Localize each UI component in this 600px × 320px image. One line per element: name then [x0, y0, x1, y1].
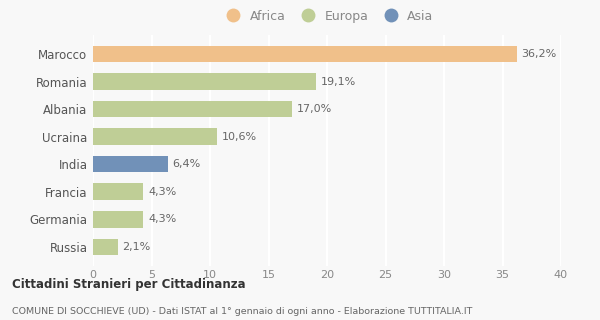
Bar	[93, 73, 316, 90]
Text: 4,3%: 4,3%	[148, 187, 176, 197]
Bar	[93, 101, 292, 117]
Bar	[93, 46, 517, 62]
Text: 19,1%: 19,1%	[321, 76, 356, 86]
Bar	[93, 239, 118, 255]
Text: COMUNE DI SOCCHIEVE (UD) - Dati ISTAT al 1° gennaio di ogni anno - Elaborazione : COMUNE DI SOCCHIEVE (UD) - Dati ISTAT al…	[12, 307, 472, 316]
Text: 17,0%: 17,0%	[296, 104, 332, 114]
Bar	[93, 183, 143, 200]
Bar	[93, 156, 168, 172]
Text: 6,4%: 6,4%	[173, 159, 201, 169]
Text: 4,3%: 4,3%	[148, 214, 176, 224]
Text: Cittadini Stranieri per Cittadinanza: Cittadini Stranieri per Cittadinanza	[12, 278, 245, 291]
Bar	[93, 128, 217, 145]
Bar	[93, 211, 143, 228]
Text: 2,1%: 2,1%	[122, 242, 151, 252]
Text: 36,2%: 36,2%	[521, 49, 556, 59]
Text: 10,6%: 10,6%	[222, 132, 257, 142]
Legend: Africa, Europa, Asia: Africa, Europa, Asia	[216, 4, 438, 28]
